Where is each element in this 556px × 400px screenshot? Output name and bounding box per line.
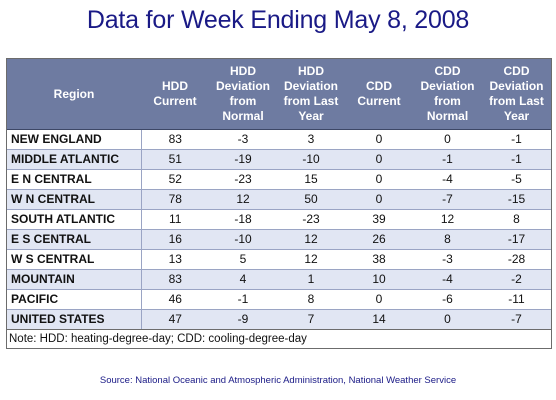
table-cell: 5 bbox=[209, 249, 277, 270]
table-cell: -28 bbox=[482, 249, 551, 270]
table-cell: 0 bbox=[413, 309, 482, 329]
table-cell: -9 bbox=[209, 309, 277, 329]
table-cell: -11 bbox=[482, 289, 551, 310]
table-cell: 38 bbox=[345, 249, 413, 270]
table-cell: 8 bbox=[482, 209, 551, 230]
table-cell: -3 bbox=[209, 129, 277, 150]
table-cell: 15 bbox=[277, 169, 345, 190]
table-cell: -1 bbox=[482, 149, 551, 170]
table-cell: 7 bbox=[277, 309, 345, 329]
table-cell: 16 bbox=[141, 229, 209, 250]
table-cell: 1 bbox=[277, 269, 345, 290]
table-cell: 0 bbox=[345, 169, 413, 190]
table-cell: -23 bbox=[209, 169, 277, 190]
table-cell: -17 bbox=[482, 229, 551, 250]
table-cell: -4 bbox=[413, 169, 482, 190]
region-cell: SOUTH ATLANTIC bbox=[7, 209, 142, 230]
table-cell: 8 bbox=[277, 289, 345, 310]
table-cell: 51 bbox=[141, 149, 209, 170]
table-row: MOUNTAIN 83 4 1 10 -4 -2 bbox=[7, 269, 551, 290]
table-cell: 47 bbox=[141, 309, 209, 329]
table-cell: -23 bbox=[277, 209, 345, 230]
page-title: Data for Week Ending May 8, 2008 bbox=[86, 6, 470, 34]
region-cell: MIDDLE ATLANTIC bbox=[7, 149, 142, 170]
data-table-container: Region HDD Current HDD Deviation from No… bbox=[6, 58, 552, 349]
region-cell: W N CENTRAL bbox=[7, 189, 142, 210]
table-cell: -4 bbox=[413, 269, 482, 290]
header-hdd-deviation-normal: HDD Deviation from Normal bbox=[209, 59, 277, 130]
table-cell: -7 bbox=[482, 309, 551, 329]
header-cdd-deviation-normal: CDD Deviation from Normal bbox=[413, 59, 482, 130]
table-cell: -10 bbox=[277, 149, 345, 170]
region-cell: W S CENTRAL bbox=[7, 249, 142, 270]
table-cell: 83 bbox=[141, 129, 209, 150]
table-row: PACIFIC 46 -1 8 0 -6 -11 bbox=[7, 289, 551, 310]
table-cell: -3 bbox=[413, 249, 482, 270]
table-cell: 26 bbox=[345, 229, 413, 250]
table-cell: 13 bbox=[141, 249, 209, 270]
table-cell: -7 bbox=[413, 189, 482, 210]
table-cell: -1 bbox=[209, 289, 277, 310]
source-citation: Source: National Oceanic and Atmospheric… bbox=[99, 375, 457, 386]
region-cell: MOUNTAIN bbox=[7, 269, 142, 290]
table-row: MIDDLE ATLANTIC 51 -19 -10 0 -1 -1 bbox=[7, 149, 551, 170]
region-cell: E N CENTRAL bbox=[7, 169, 142, 190]
table-row: UNITED STATES 47 -9 7 14 0 -7 bbox=[7, 309, 551, 329]
region-cell: NEW ENGLAND bbox=[7, 129, 142, 150]
table-cell: -10 bbox=[209, 229, 277, 250]
table-cell: 39 bbox=[345, 209, 413, 230]
header-hdd-deviation-last-year: HDD Deviation from Last Year bbox=[277, 59, 345, 130]
table-cell: 0 bbox=[345, 129, 413, 150]
table-cell: 83 bbox=[141, 269, 209, 290]
table-cell: 12 bbox=[277, 229, 345, 250]
header-cdd-current: CDD Current bbox=[345, 59, 413, 130]
table-cell: 8 bbox=[413, 229, 482, 250]
table-cell: 12 bbox=[277, 249, 345, 270]
table-cell: -18 bbox=[209, 209, 277, 230]
table-cell: -5 bbox=[482, 169, 551, 190]
table-cell: -1 bbox=[482, 129, 551, 150]
region-cell: UNITED STATES bbox=[7, 309, 142, 329]
table-cell: 0 bbox=[413, 129, 482, 150]
table-cell: 0 bbox=[345, 289, 413, 310]
header-hdd-current: HDD Current bbox=[141, 59, 209, 130]
table-row: SOUTH ATLANTIC 11 -18 -23 39 12 8 bbox=[7, 209, 551, 230]
table-cell: 46 bbox=[141, 289, 209, 310]
table-cell: 3 bbox=[277, 129, 345, 150]
table-cell: 78 bbox=[141, 189, 209, 210]
table-cell: 12 bbox=[209, 189, 277, 210]
table-cell: 4 bbox=[209, 269, 277, 290]
table-row: E S CENTRAL 16 -10 12 26 8 -17 bbox=[7, 229, 551, 250]
table-cell: 0 bbox=[345, 189, 413, 210]
table-cell: 12 bbox=[413, 209, 482, 230]
table-note: Note: HDD: heating-degree-day; CDD: cool… bbox=[7, 329, 551, 348]
table-cell: -1 bbox=[413, 149, 482, 170]
header-region: Region bbox=[7, 59, 141, 130]
table-row: W S CENTRAL 13 5 12 38 -3 -28 bbox=[7, 249, 551, 270]
degree-day-table: Region HDD Current HDD Deviation from No… bbox=[7, 59, 551, 329]
table-cell: 50 bbox=[277, 189, 345, 210]
table-cell: 52 bbox=[141, 169, 209, 190]
header-cdd-deviation-last-year: CDD Deviation from Last Year bbox=[482, 59, 551, 130]
table-cell: 10 bbox=[345, 269, 413, 290]
table-cell: -15 bbox=[482, 189, 551, 210]
region-cell: PACIFIC bbox=[7, 289, 142, 310]
table-cell: 0 bbox=[345, 149, 413, 170]
table-header-row: Region HDD Current HDD Deviation from No… bbox=[7, 59, 551, 130]
table-cell: -6 bbox=[413, 289, 482, 310]
region-cell: E S CENTRAL bbox=[7, 229, 142, 250]
table-row: NEW ENGLAND 83 -3 3 0 0 -1 bbox=[7, 129, 551, 150]
table-row: E N CENTRAL 52 -23 15 0 -4 -5 bbox=[7, 169, 551, 190]
table-cell: -19 bbox=[209, 149, 277, 170]
table-cell: 11 bbox=[141, 209, 209, 230]
table-cell: -2 bbox=[482, 269, 551, 290]
table-row: W N CENTRAL 78 12 50 0 -7 -15 bbox=[7, 189, 551, 210]
table-cell: 14 bbox=[345, 309, 413, 329]
